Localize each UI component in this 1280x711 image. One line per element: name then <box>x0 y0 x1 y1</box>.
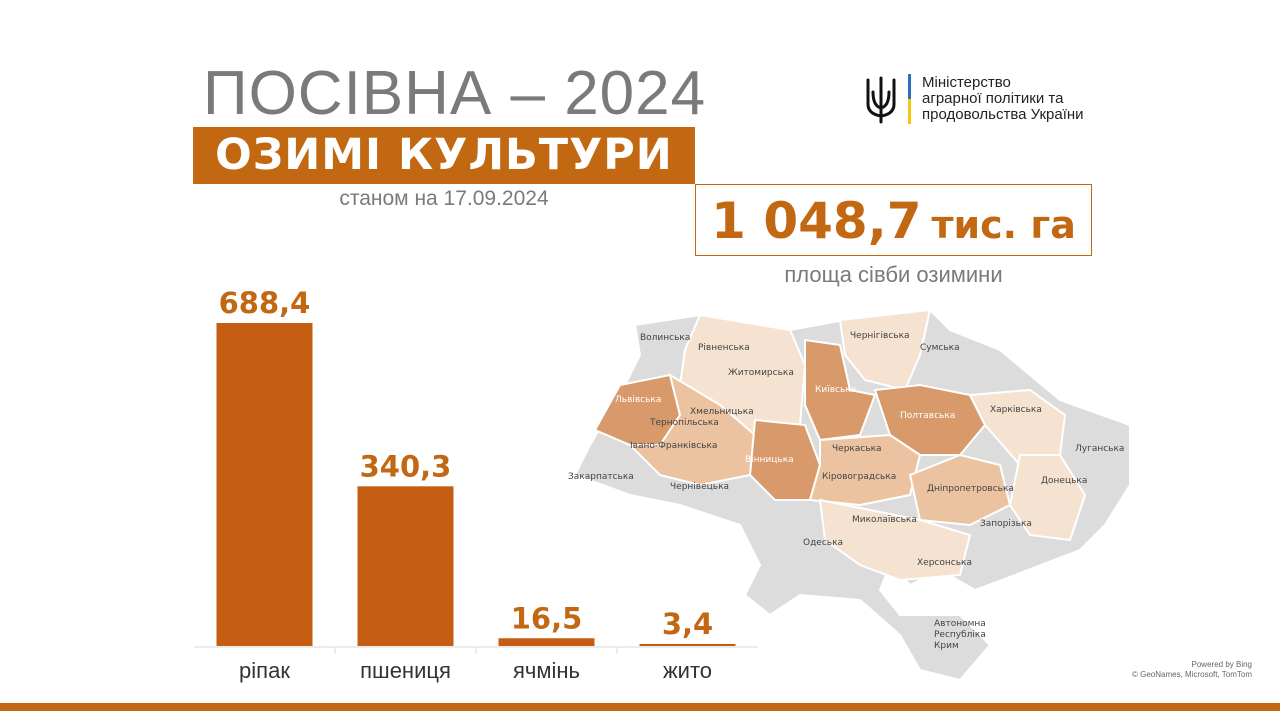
category-label: пшениця <box>360 658 451 683</box>
total-area-box: 1 048,7 тис. га <box>695 184 1092 256</box>
map-label: Рівненська <box>698 343 750 353</box>
bar <box>639 644 736 646</box>
map-label: Волинська <box>640 333 690 343</box>
map-label: Республіка <box>934 630 986 640</box>
credit-line: Powered by Bing <box>1191 660 1252 669</box>
map-region-west-central <box>627 372 757 487</box>
bottom-accent-bar <box>0 703 1280 711</box>
map-region-center <box>808 433 922 507</box>
map-label: Чернівецька <box>670 482 729 492</box>
map-label: Львівська <box>615 395 661 405</box>
ministry-line: аграрної політики та <box>922 90 1064 107</box>
map-label: Хмельницька <box>690 407 754 417</box>
bar-value-label: 16,5 <box>511 601 583 635</box>
map-region-kyiv <box>804 338 877 442</box>
map-region-donetsk <box>1008 454 1087 542</box>
category-label: ріпак <box>239 658 290 683</box>
map-label: Автономна <box>934 619 986 629</box>
map-label: Вінницька <box>745 455 794 465</box>
bar-value-label: 3,4 <box>662 607 713 641</box>
subtitle-banner: ОЗИМІ КУЛЬТУРИ <box>193 127 695 184</box>
map-label: Херсонська <box>917 558 972 568</box>
total-area-label: площа сівби озимини <box>784 262 1003 287</box>
map-label: Одеська <box>803 538 843 548</box>
category-label: ячмінь <box>513 658 580 683</box>
category-label: жито <box>663 658 712 683</box>
bar-value-label: 688,4 <box>219 286 311 320</box>
map-label: Дніпропетровська <box>927 484 1014 494</box>
map-credit: Powered by Bing © GeoNames, Microsoft, T… <box>1132 660 1252 680</box>
map-label: Черкаська <box>832 444 882 454</box>
map-label: Тернопільська <box>649 418 719 428</box>
map-label: Сумська <box>920 343 960 353</box>
map-label: Івано-Франківська <box>630 441 717 451</box>
map-label: Київська <box>815 385 856 395</box>
trident-icon <box>866 76 896 124</box>
map-label: Запорізька <box>980 519 1032 529</box>
bar <box>216 323 313 646</box>
ukraine-region-map: Волинська Рівненська Житомирська Чернігі… <box>568 308 1131 682</box>
map-label: Чернігівська <box>850 331 910 341</box>
ministry-line: продовольства України <box>922 106 1084 123</box>
map-label: Луганська <box>1075 444 1124 454</box>
ministry-line: Міністерство <box>922 74 1011 91</box>
map-label: Кіровоградська <box>822 472 896 482</box>
bar <box>498 638 595 646</box>
map-label: Харківська <box>990 405 1042 415</box>
map-label: Закарпатська <box>568 472 634 482</box>
bar <box>357 486 454 646</box>
map-label: Крим <box>934 641 959 651</box>
map-label: Миколаївська <box>852 515 917 525</box>
map-label: Полтавська <box>900 411 955 421</box>
as-of-date: станом на 17.09.2024 <box>339 187 549 210</box>
ministry-name: Міністерство аграрної політики та продов… <box>922 75 1084 123</box>
total-area-value: 1 048,7 <box>711 192 922 250</box>
ministry-logo: Міністерство аграрної політики та продов… <box>864 72 1124 126</box>
flag-line <box>908 74 911 124</box>
page-title: ПОСІВНА – 2024 <box>203 59 707 128</box>
map-label: Донецька <box>1041 476 1087 486</box>
map-label: Житомирська <box>728 368 794 378</box>
total-area-unit: тис. га <box>931 203 1076 247</box>
map-region-south <box>818 498 972 582</box>
credit-line: © GeoNames, Microsoft, TomTom <box>1132 670 1252 679</box>
map-labels: Волинська Рівненська Житомирська Чернігі… <box>568 331 1124 651</box>
crop-bar-chart: 688,4 ріпак 340,3 пшениця 16,5 ячмінь 3,4 жито <box>194 286 758 683</box>
bar-value-label: 340,3 <box>360 449 452 483</box>
